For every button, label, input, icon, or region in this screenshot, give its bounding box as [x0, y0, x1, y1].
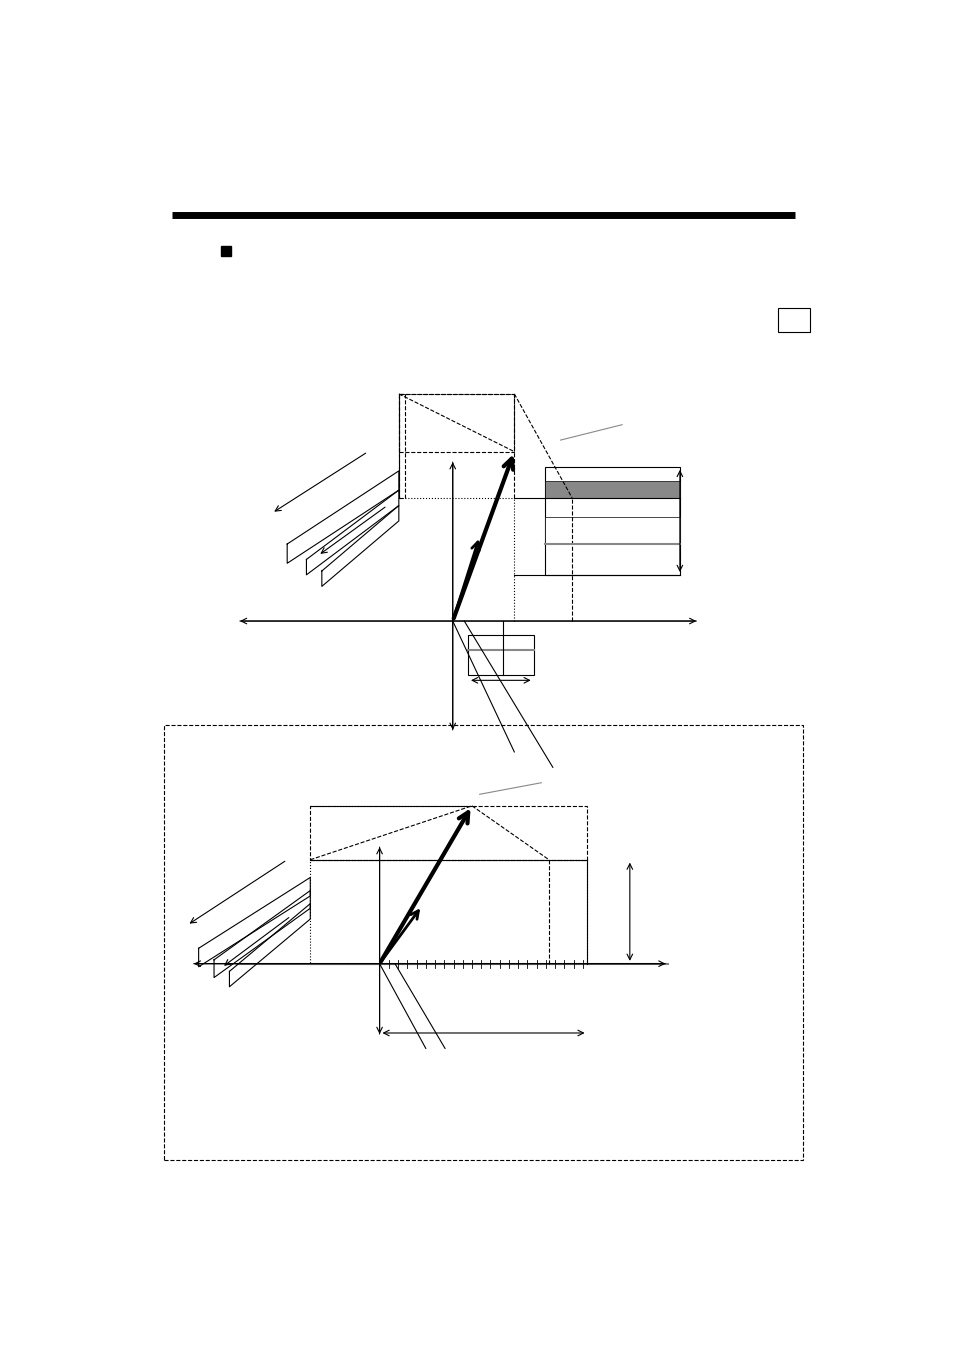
Bar [220, 246, 231, 257]
Bar [310, 859, 587, 963]
Bar [544, 467, 679, 574]
Bar [398, 394, 404, 497]
Bar [777, 308, 809, 332]
Bar [310, 805, 587, 859]
Bar [544, 481, 679, 497]
Bar [164, 725, 802, 1161]
Bar [544, 517, 679, 544]
Bar [398, 394, 514, 451]
Bar [468, 635, 533, 676]
